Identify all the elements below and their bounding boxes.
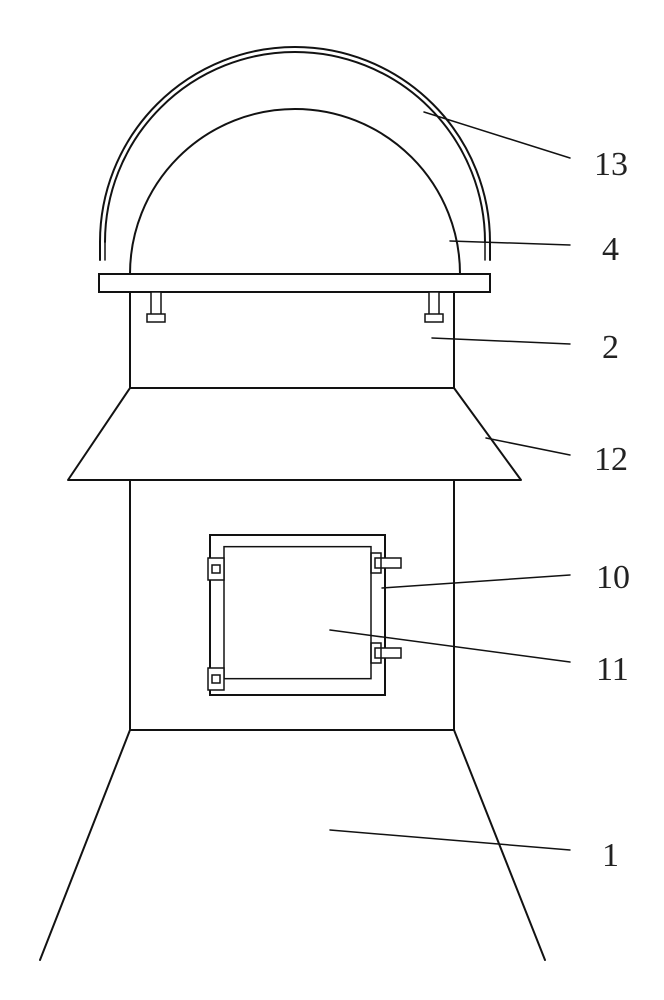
callout-leader-13 <box>424 112 570 158</box>
callout-label-1: 1 <box>602 837 619 874</box>
callout-leader-4 <box>450 241 570 245</box>
callout-label-13: 13 <box>594 146 628 183</box>
callout-label-10: 10 <box>596 559 630 596</box>
callout-label-11: 11 <box>596 651 629 688</box>
callout-label-12: 12 <box>594 441 628 478</box>
callout-leader-10 <box>382 575 570 588</box>
callout-label-2: 2 <box>602 329 619 366</box>
callout-label-4: 4 <box>602 231 619 268</box>
callout-leader-1 <box>330 830 570 850</box>
callout-leader-2 <box>432 338 570 344</box>
diagram-canvas: 13421210111 <box>0 0 664 1000</box>
